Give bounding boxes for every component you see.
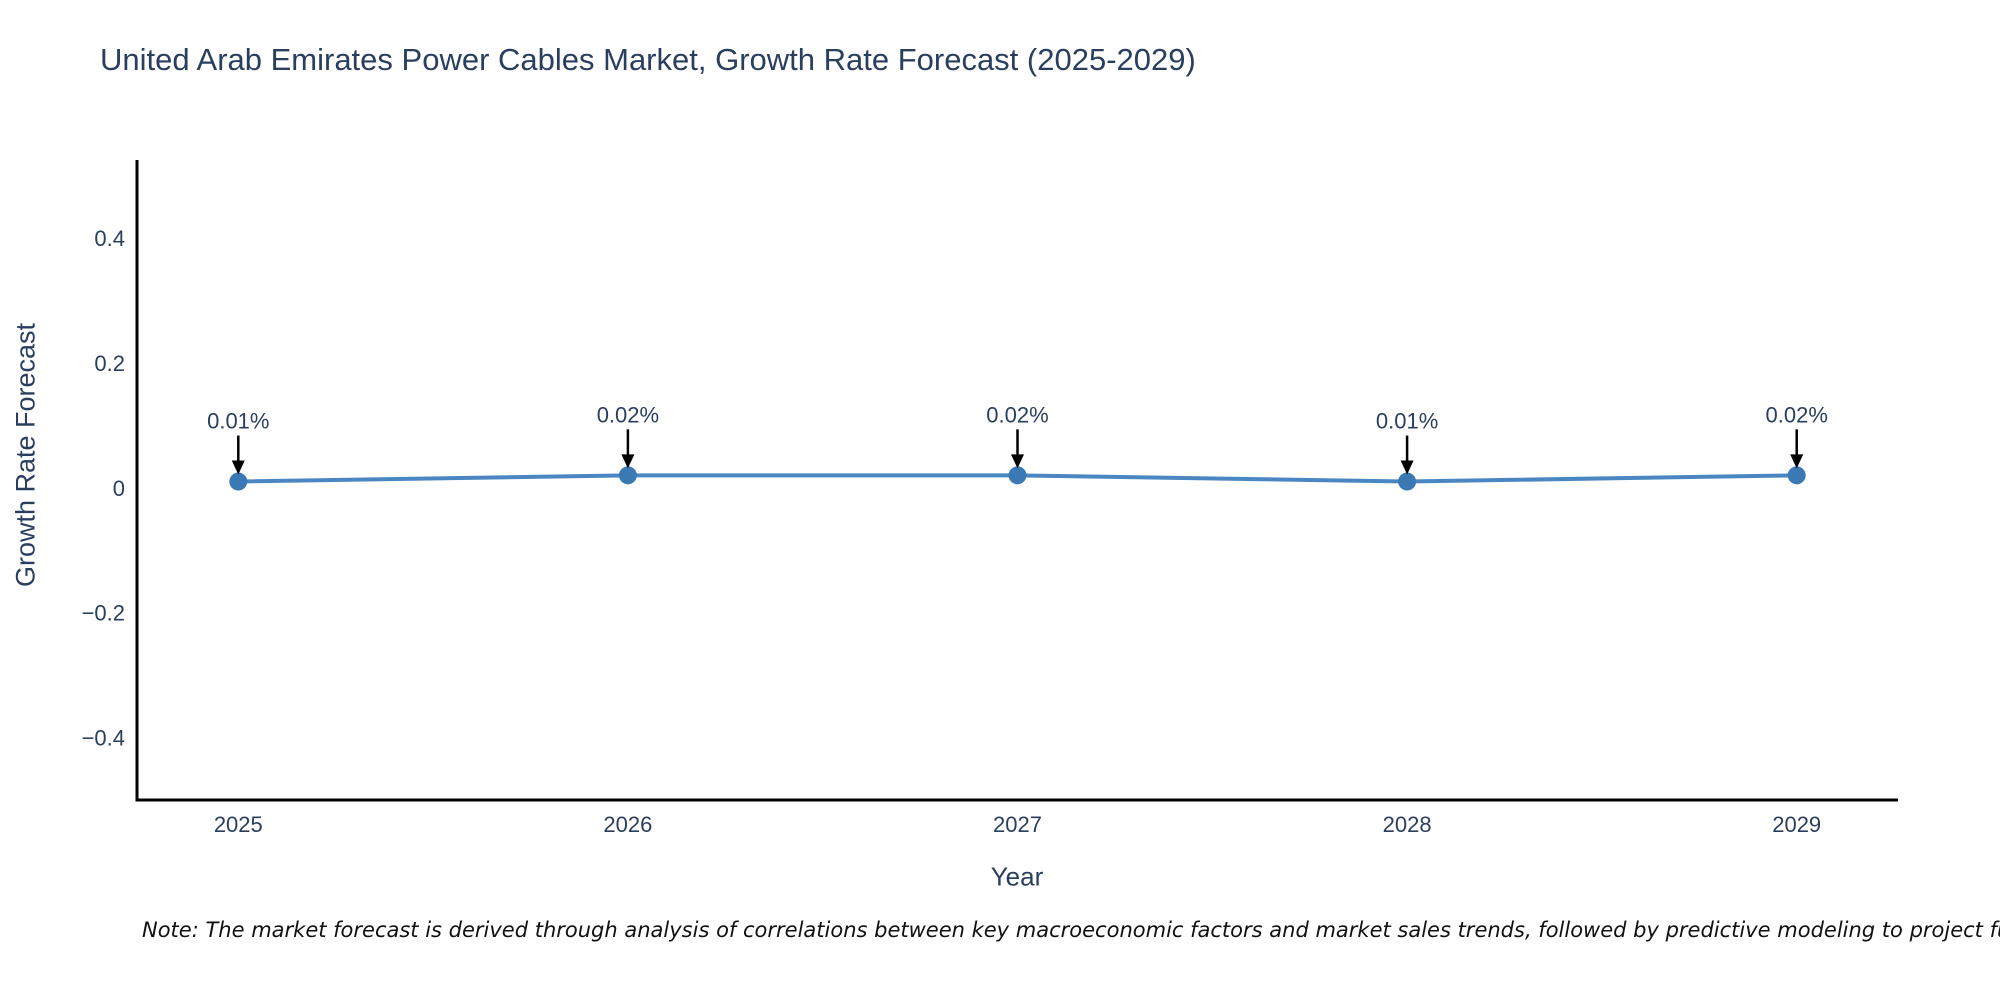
annotation-label: 0.02% [597, 402, 659, 427]
x-tick-label: 2026 [603, 812, 652, 837]
annotation-arrow-head [621, 454, 635, 469]
annotation-arrow-head [1790, 454, 1804, 469]
annotation-arrow-head [231, 460, 245, 475]
x-tick-label: 2028 [1383, 812, 1432, 837]
x-tick-label: 2027 [993, 812, 1042, 837]
y-tick-label: 0.4 [94, 226, 125, 251]
data-point-marker[interactable] [1787, 466, 1806, 485]
footnote: Note: The market forecast is derived thr… [142, 918, 2000, 942]
annotation-arrow-head [1011, 454, 1024, 469]
data-point-marker[interactable] [1008, 466, 1027, 485]
data-point-marker[interactable] [229, 472, 248, 491]
x-tick-label: 2025 [214, 812, 263, 837]
annotation-label: 0.02% [986, 402, 1048, 427]
x-axis-title: Year [990, 861, 1044, 892]
annotation-label: 0.01% [1376, 409, 1438, 434]
annotation-arrow-head [1400, 460, 1414, 475]
y-tick-label: 0 [113, 476, 125, 501]
annotation-label: 0.02% [1766, 402, 1828, 427]
data-point-marker[interactable] [618, 466, 637, 485]
y-tick-label: −0.2 [82, 601, 125, 626]
y-tick-label: −0.4 [82, 726, 125, 751]
y-tick-label: 0.2 [94, 351, 125, 376]
annotation-label: 0.01% [207, 409, 269, 434]
chart-title: United Arab Emirates Power Cables Market… [100, 42, 1196, 77]
x-tick-label: 2029 [1772, 812, 1821, 837]
data-point-marker[interactable] [1398, 472, 1417, 491]
